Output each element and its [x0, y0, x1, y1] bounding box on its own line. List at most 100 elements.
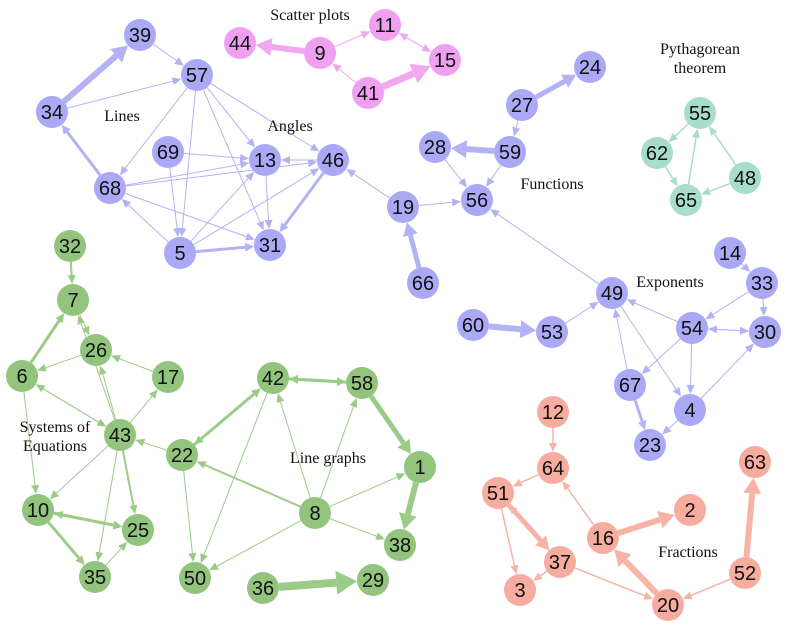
node-label: 31	[259, 235, 281, 257]
edge	[616, 317, 628, 370]
arrowhead	[741, 262, 751, 273]
node	[574, 51, 606, 83]
node-label: 1	[414, 457, 425, 479]
cluster-label: Line graphs	[290, 450, 366, 467]
node	[504, 574, 536, 606]
edge	[23, 391, 36, 486]
arrowhead	[398, 33, 409, 42]
arrowhead	[31, 484, 40, 495]
arrowhead	[450, 140, 468, 159]
node-label: 19	[392, 197, 414, 219]
arrowhead	[196, 461, 207, 469]
node	[457, 309, 489, 341]
node	[369, 9, 401, 41]
edge	[127, 204, 169, 243]
node-label: 44	[229, 33, 251, 55]
node-label: 63	[744, 452, 766, 474]
edge	[183, 152, 241, 159]
node-label: 10	[27, 500, 49, 522]
node	[387, 191, 419, 223]
arrowhead	[239, 153, 250, 162]
edge	[369, 394, 406, 445]
arrowhead	[759, 306, 768, 317]
node	[57, 284, 89, 316]
arrowhead	[178, 227, 187, 238]
node-label: 68	[99, 178, 121, 200]
arrowhead	[395, 473, 406, 481]
cluster-label: Fractions	[658, 544, 718, 561]
arrowhead	[188, 552, 197, 563]
arrowhead	[668, 133, 679, 143]
node	[684, 97, 716, 129]
node-label: 32	[59, 236, 81, 258]
node	[181, 59, 213, 91]
edge	[712, 291, 749, 315]
node	[224, 27, 256, 59]
arrowhead	[508, 504, 518, 515]
node	[429, 44, 461, 76]
edge	[381, 70, 415, 90]
node	[652, 589, 684, 621]
arrowhead	[129, 504, 138, 515]
node	[94, 172, 126, 204]
edge	[202, 89, 261, 223]
node-label: 55	[689, 103, 711, 125]
node	[634, 429, 666, 461]
edge	[121, 450, 135, 506]
arrowhead	[119, 165, 129, 176]
node	[676, 312, 708, 344]
node-label: 42	[262, 368, 284, 390]
edge	[687, 137, 697, 185]
arrowhead	[533, 572, 543, 581]
node	[674, 394, 706, 426]
node-label: 11	[375, 15, 396, 37]
edge	[515, 120, 519, 128]
node-label: 60	[462, 315, 484, 337]
edge	[334, 34, 363, 48]
arrowhead	[173, 227, 182, 238]
arrowhead	[672, 386, 682, 397]
node	[79, 561, 111, 593]
node	[122, 514, 154, 546]
arrowhead	[276, 393, 285, 404]
arrowhead	[409, 63, 431, 84]
cluster-label: Systems of Equations	[19, 419, 91, 455]
node	[674, 494, 706, 526]
node	[596, 277, 628, 309]
edge	[488, 323, 521, 333]
node-label: 5	[174, 243, 185, 265]
arrowhead	[309, 168, 320, 177]
arrowhead	[110, 355, 121, 363]
arrowhead	[239, 160, 250, 169]
node	[257, 362, 289, 394]
node-label: 39	[129, 25, 151, 47]
node-label: 36	[252, 578, 274, 600]
edge	[329, 476, 398, 508]
edge	[206, 87, 250, 141]
arrowhead	[744, 343, 754, 353]
edge	[270, 43, 305, 54]
node-label: 35	[84, 567, 106, 589]
arrowhead	[256, 220, 264, 231]
node	[506, 89, 538, 121]
node-label: 17	[157, 367, 179, 389]
node-label: 20	[657, 595, 679, 617]
node	[729, 557, 761, 589]
edge	[353, 173, 390, 199]
edge	[707, 328, 741, 332]
arrowhead	[403, 222, 418, 237]
node	[670, 184, 702, 216]
edge	[143, 442, 167, 451]
edge	[279, 401, 311, 498]
edge	[283, 171, 325, 226]
edge	[407, 234, 422, 269]
edge	[297, 377, 347, 384]
arrowhead	[81, 325, 90, 336]
arrowhead	[112, 520, 123, 530]
node-label: 59	[499, 142, 521, 164]
node	[544, 546, 576, 578]
node-label: 28	[424, 137, 446, 159]
edge	[105, 548, 122, 566]
edge	[540, 570, 548, 577]
arrowhead	[110, 45, 128, 63]
